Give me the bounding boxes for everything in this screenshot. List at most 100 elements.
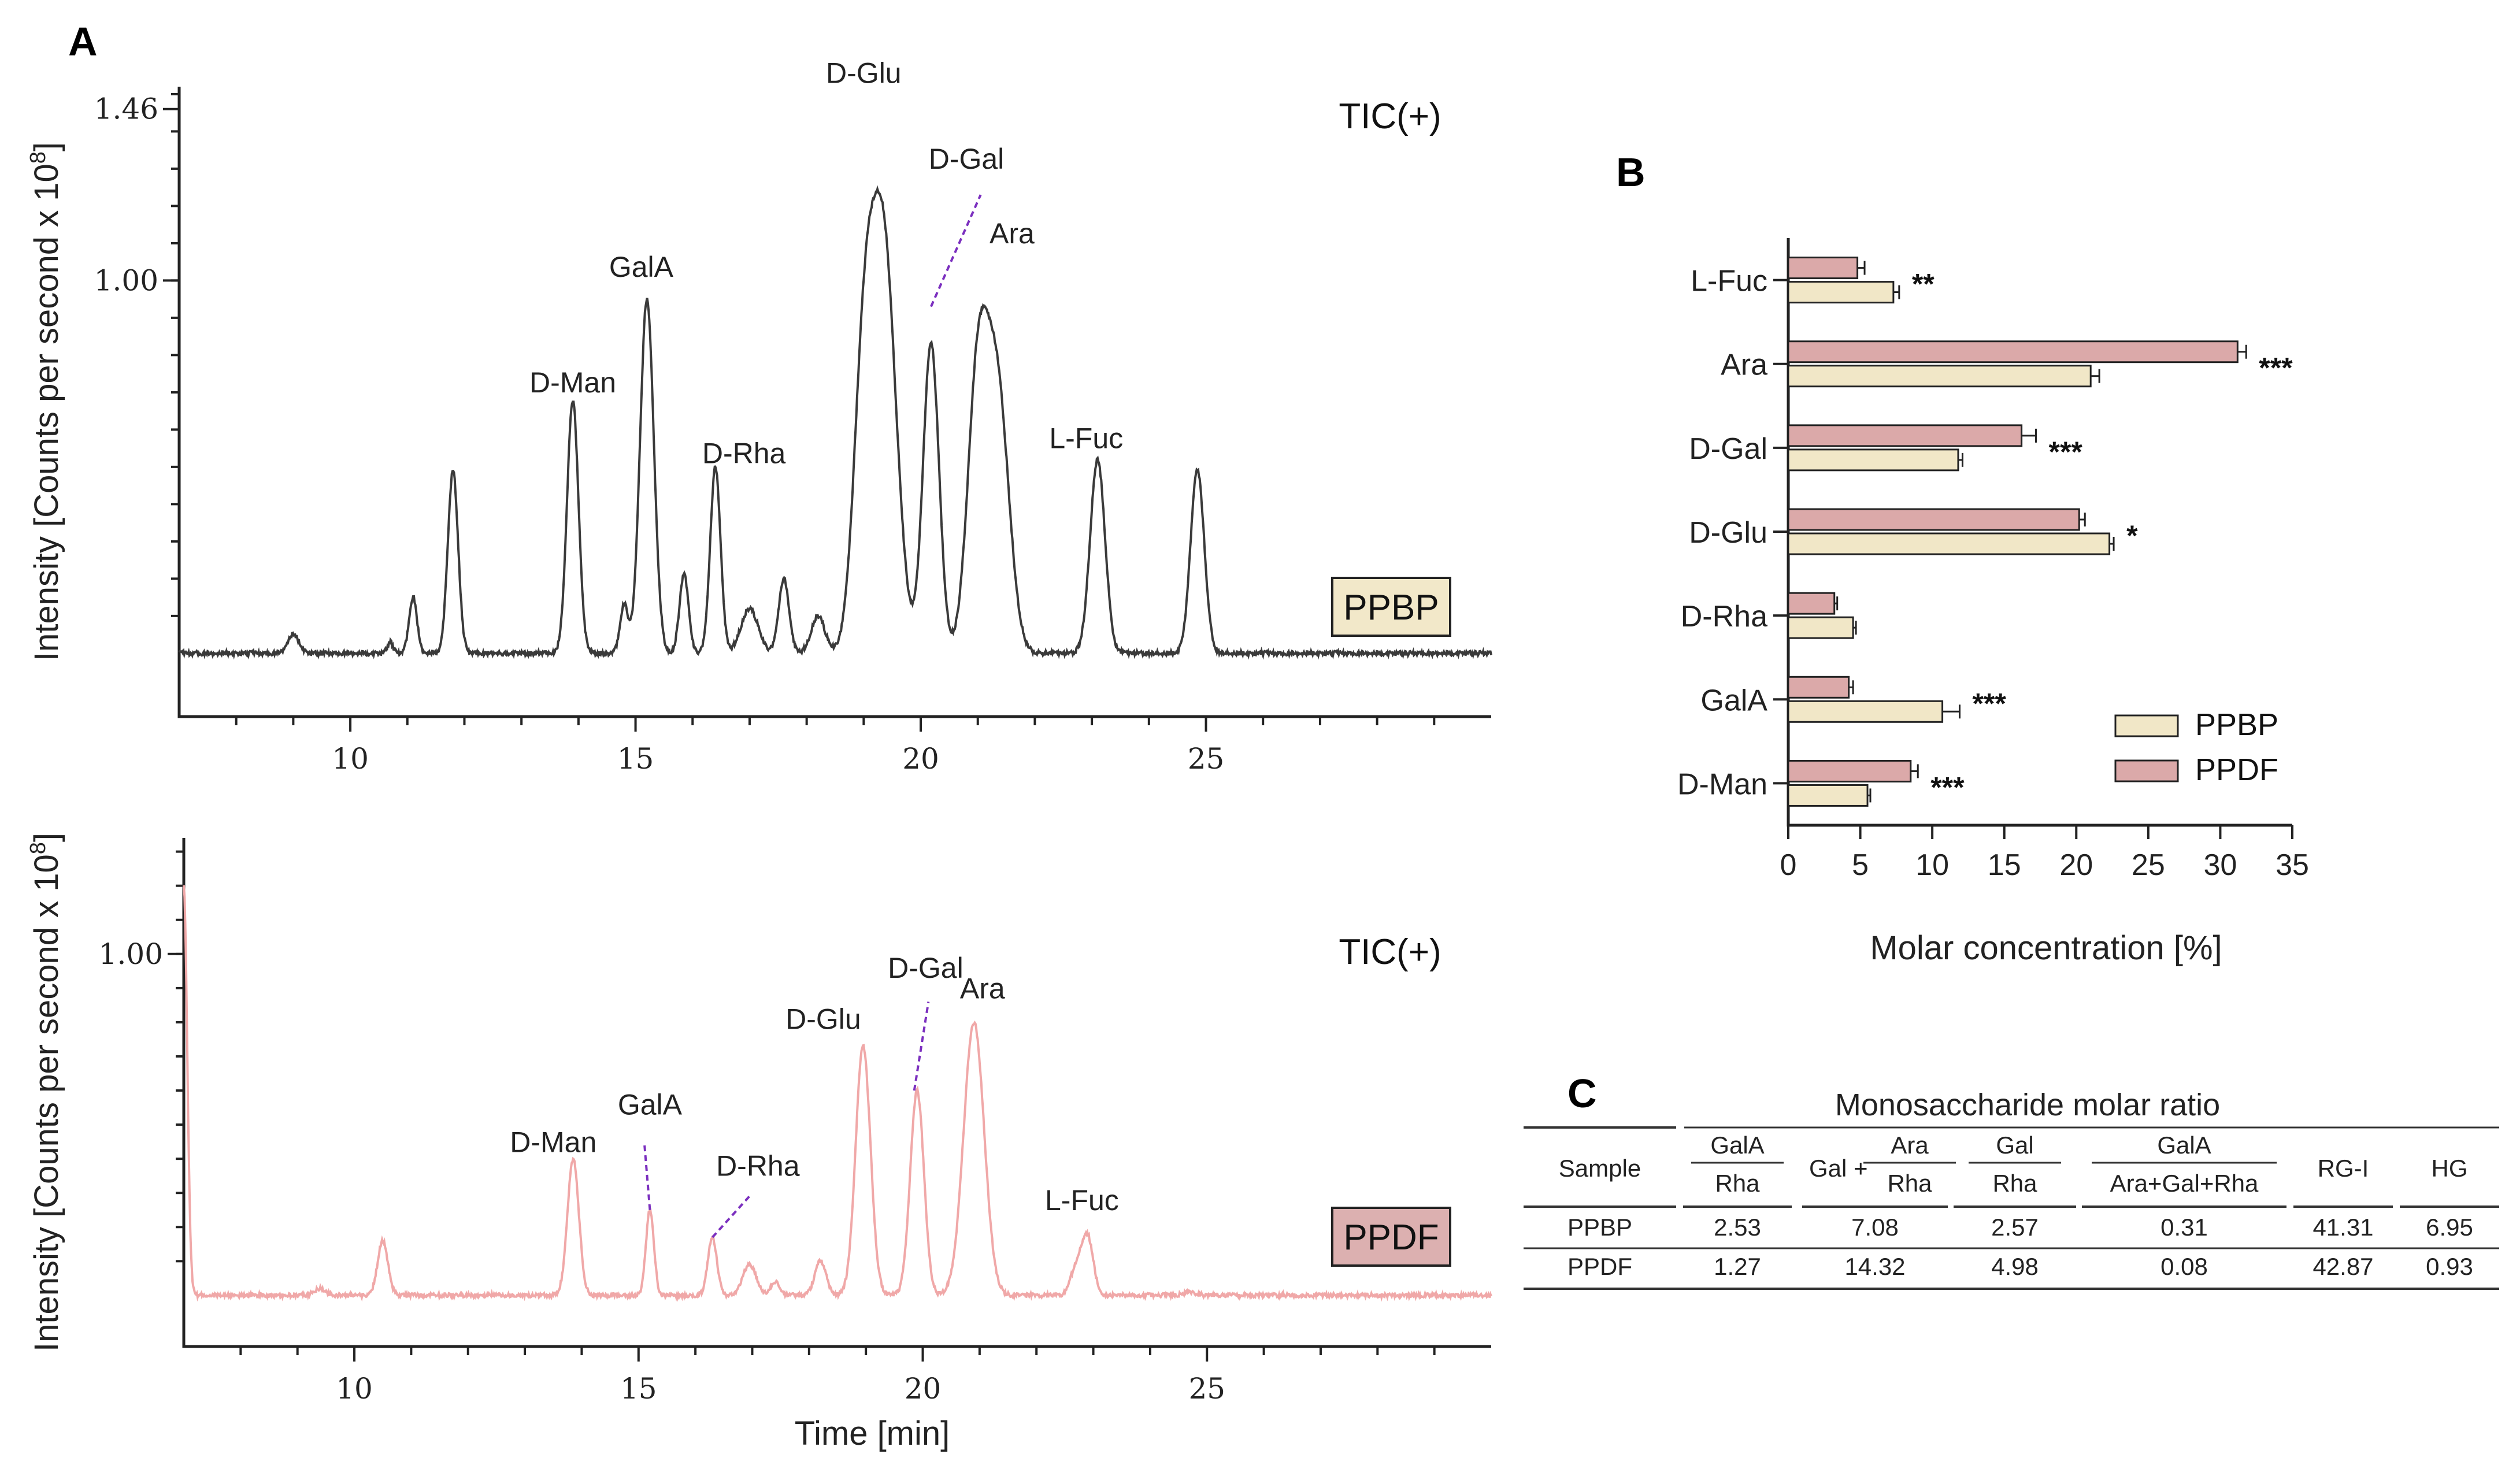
sample-label-box xyxy=(1331,577,1451,637)
legend-swatch-ppbp xyxy=(2114,714,2179,737)
y-tick-label: 1.00 xyxy=(99,937,163,971)
bar-ppbp-ara xyxy=(1787,365,2092,388)
legend-label-ppdf: PPDF xyxy=(2195,752,2278,787)
y-axis-title-text: Intensity [Counts per second x 10 xyxy=(28,164,65,661)
bar-ppbp-d-man xyxy=(1787,784,1869,807)
x-axis-title: Time [min] xyxy=(795,1415,950,1452)
x-tick-label: 25 xyxy=(1188,742,1225,776)
bar-ppdf-l-fuc xyxy=(1787,257,1859,280)
x-tick-label: 5 xyxy=(1852,848,1869,882)
y-tick-label: 1.00 xyxy=(94,264,158,297)
header-denominator: Rha xyxy=(1715,1170,1760,1197)
table-cell: 2.53 xyxy=(1714,1214,1761,1241)
table-cell: 14.32 xyxy=(1844,1253,1905,1280)
bar-ppbp-gala xyxy=(1787,700,1944,723)
header-rg-i: RG-I xyxy=(2318,1155,2369,1182)
chart-title: TIC(+) xyxy=(1339,932,1441,972)
bar-ppdf-gala xyxy=(1787,676,1850,699)
table-cell: 6.95 xyxy=(2426,1214,2473,1241)
panel-label-c: C xyxy=(1567,1071,1597,1116)
peak-leader-line xyxy=(913,1001,930,1091)
peak-label-d-glu: D-Glu xyxy=(785,1003,861,1036)
x-tick-label: 25 xyxy=(1188,1372,1225,1405)
header-prefix: Gal + xyxy=(1809,1155,1868,1182)
bar-ppdf-d-man xyxy=(1787,759,1912,782)
peak-label-ara: Ara xyxy=(990,217,1035,250)
peak-label-d-gal: D-Gal xyxy=(929,143,1005,175)
chart-axes xyxy=(177,87,1491,718)
tic-trace xyxy=(178,185,1492,660)
significance-marker: * xyxy=(2126,520,2138,552)
peak-label-l-fuc: L-Fuc xyxy=(1045,1184,1119,1216)
x-tick-label: 0 xyxy=(1780,848,1797,882)
legend-swatch-ppdf xyxy=(2114,759,2179,782)
table-title: Monosaccharide molar ratio xyxy=(1835,1088,2220,1122)
y-axis-title-close: ] xyxy=(28,142,65,151)
peak-leader-line xyxy=(929,194,982,307)
significance-marker: ** xyxy=(1912,268,1935,301)
bar-ppdf-d-rha xyxy=(1787,592,1836,615)
y-tick-label: 1.46 xyxy=(94,92,158,126)
x-tick-label: 20 xyxy=(905,1372,942,1405)
y-axis-title-text: Intensity [Counts per second x 10 xyxy=(28,854,65,1352)
bar-ppdf-ara xyxy=(1787,340,2239,363)
x-tick-label: 10 xyxy=(336,1372,373,1405)
y-axis-title-close: ] xyxy=(28,833,65,842)
chart-axes xyxy=(182,838,1491,1348)
table-cell: 7.08 xyxy=(1851,1214,1899,1241)
header-denominator: Ara+Gal+Rha xyxy=(2110,1170,2259,1197)
monosaccharide-ratio-table: Monosaccharide molar ratio Sample GalA Rha G… xyxy=(1524,1088,2499,1290)
bar-ppbp-d-rha xyxy=(1787,616,1854,639)
table-cell: 1.27 xyxy=(1714,1253,1761,1280)
sample-label: PPBP xyxy=(1343,588,1439,628)
ppdf-chromatogram: 10 15 20 25 1.00 Intensity [Counts per second… xyxy=(26,833,1492,1452)
chart-title: TIC(+) xyxy=(1339,97,1441,136)
category-label-d-glu: D-Glu xyxy=(1689,516,1767,550)
y-axis-title: Intensity [Counts per second x 108] xyxy=(26,833,65,1352)
table-cell: 4.98 xyxy=(1991,1253,2039,1280)
category-label-d-rha: D-Rha xyxy=(1681,600,1767,633)
sample-label: PPDF xyxy=(1343,1218,1439,1258)
y-axis-title-superscript: 8 xyxy=(26,151,50,164)
header-denominator: Rha xyxy=(1887,1170,1932,1197)
header-numerator: Gal xyxy=(1996,1132,2033,1159)
header-denominator: Rha xyxy=(1992,1170,2037,1197)
table-cell: 2.57 xyxy=(1991,1214,2039,1241)
peak-label-gala: GalA xyxy=(618,1088,683,1121)
sample-label-box xyxy=(1331,1207,1451,1267)
significance-marker: *** xyxy=(1972,687,2006,719)
x-tick-label: 10 xyxy=(1915,848,1949,882)
bar-ppbp-d-glu xyxy=(1787,532,2111,555)
peak-label-ara: Ara xyxy=(960,973,1005,1005)
bar-ppbp-l-fuc xyxy=(1787,281,1895,304)
y-axis-title-superscript: 8 xyxy=(26,842,50,854)
x-tick-label: 15 xyxy=(620,1372,657,1405)
peak-label-d-rha: D-Rha xyxy=(702,437,786,469)
ppbp-chromatogram: 10 15 20 25 1.00 1.46 Intensity [Counts per se… xyxy=(26,57,1492,776)
significance-marker: *** xyxy=(2259,352,2293,384)
peak-leader-line xyxy=(643,1141,651,1210)
x-tick-label: 25 xyxy=(2132,848,2165,882)
significance-marker: *** xyxy=(1930,771,1965,803)
table-cell: 0.08 xyxy=(2160,1253,2208,1280)
y-axis-title: Intensity [Counts per second x 108] xyxy=(26,142,65,661)
panel-label-a: A xyxy=(68,19,98,64)
panel-label-b: B xyxy=(1616,150,1646,195)
peak-leader-line xyxy=(711,1195,751,1238)
x-axis-title: Molar concentration [%] xyxy=(1870,929,2222,967)
header-hg: HG xyxy=(2432,1155,2468,1182)
bar-ppbp-d-gal xyxy=(1787,448,1959,472)
table-cell: 0.93 xyxy=(2426,1253,2473,1280)
peak-label-d-man: D-Man xyxy=(510,1126,596,1158)
x-tick-label: 10 xyxy=(332,742,369,776)
peak-label-d-man: D-Man xyxy=(529,366,616,399)
category-label-d-man: D-Man xyxy=(1677,767,1767,801)
peak-label-d-glu: D-Glu xyxy=(826,57,902,90)
table-cell: 41.31 xyxy=(2313,1214,2373,1241)
x-tick-label: 20 xyxy=(902,742,939,776)
header-sample: Sample xyxy=(1559,1155,1641,1182)
bar-ppdf-d-glu xyxy=(1787,508,2080,531)
x-tick-label: 30 xyxy=(2204,848,2237,882)
x-tick-label: 15 xyxy=(1988,848,2021,882)
